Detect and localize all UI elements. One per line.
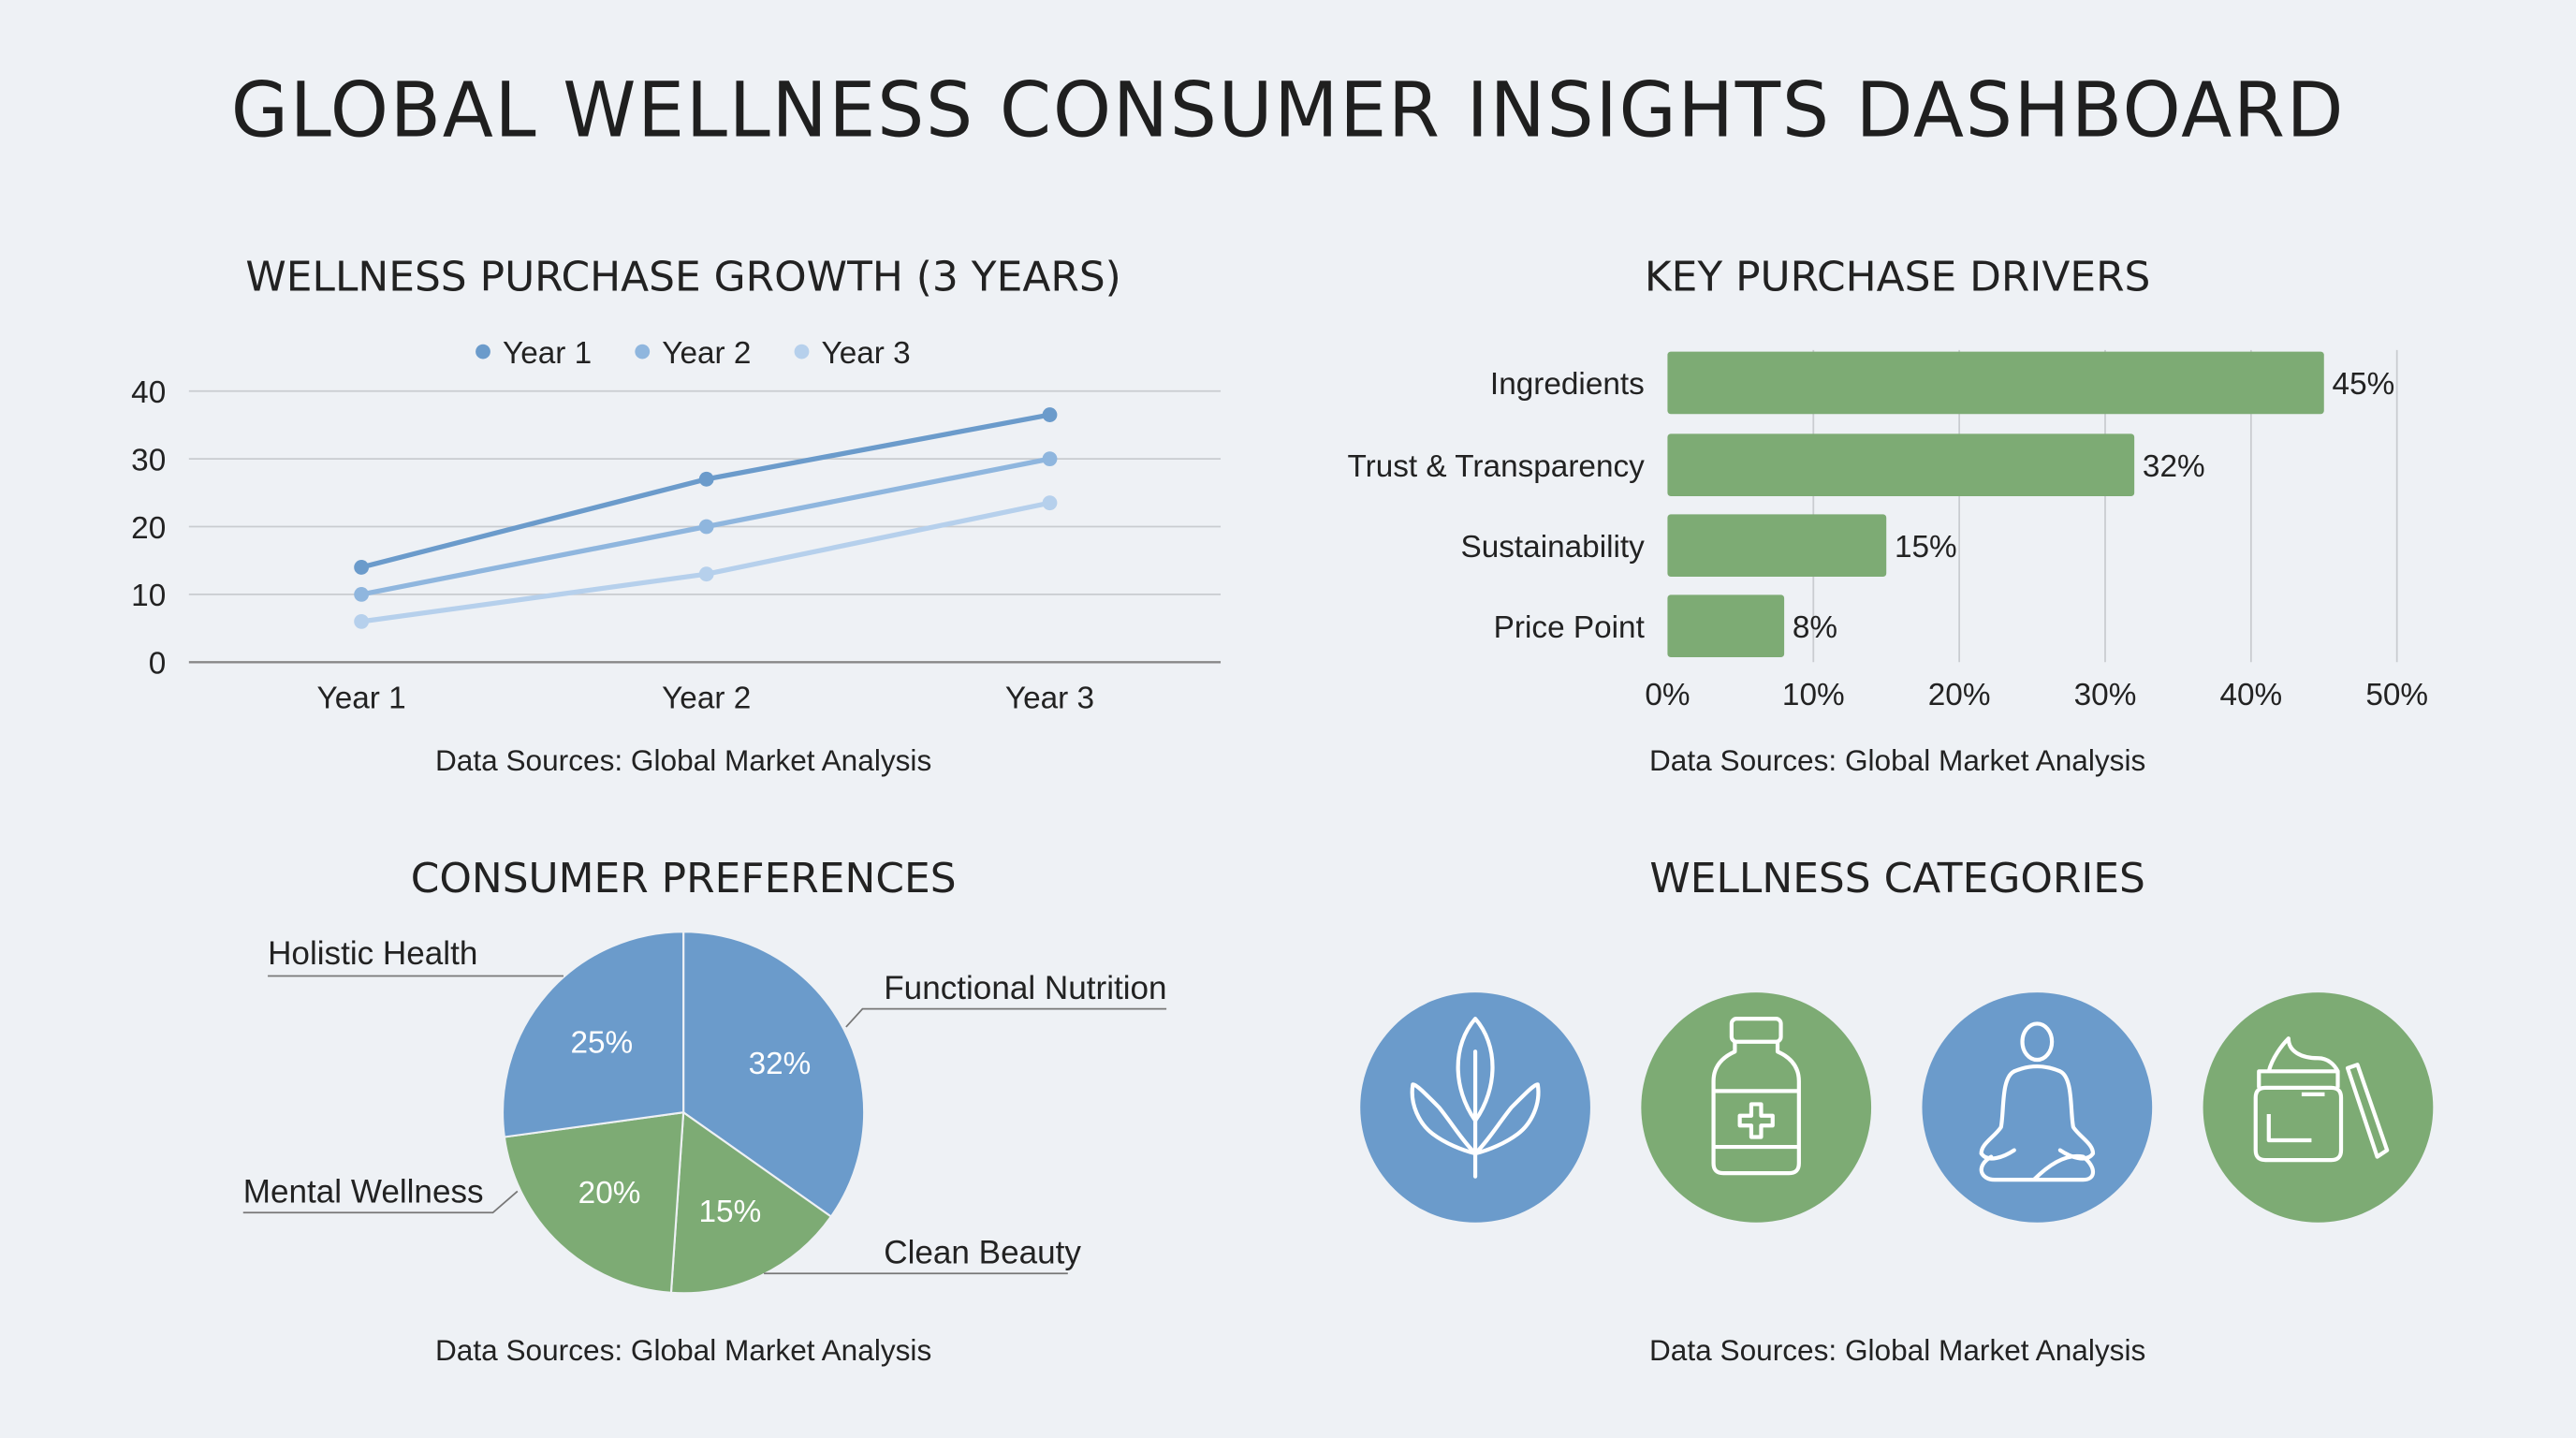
series-line (360, 412, 1050, 570)
legend-marker (794, 344, 810, 360)
bar-chart: 0% 10% 20% 30% 40% 50% Ingredients 45% Trust & T… (1347, 349, 2428, 712)
pie-chart-title: CONSUMER PREFERENCES (410, 854, 957, 902)
x-tick-label: 40% (2219, 678, 2282, 712)
data-point (354, 587, 370, 602)
bar (1667, 594, 1785, 658)
y-tick-label: 40 (131, 375, 166, 410)
pie-slice (682, 931, 866, 1219)
bar-category-label: Ingredients (1490, 367, 1645, 402)
x-tick-label: Year 1 (317, 681, 406, 715)
bar-value-label: 8% (1793, 610, 1837, 645)
line-chart-title: WELLNESS PURCHASE GROWTH (3 YEARS) (245, 253, 1121, 301)
pie-percent-label: 20% (578, 1176, 641, 1211)
pie-percent-label: 32% (749, 1047, 812, 1081)
data-point (698, 566, 714, 582)
pie-chart: 32% 15% 20% 25% Functional Nutrition Clean Be… (242, 931, 1167, 1295)
legend-label: Year 2 (662, 336, 751, 371)
data-point (354, 613, 370, 629)
y-tick-label: 0 (149, 647, 167, 682)
callout-line (845, 1007, 1167, 1028)
bar-category-label: Trust & Transparency (1347, 449, 1645, 484)
y-tick-label: 20 (131, 511, 166, 546)
legend-marker (635, 344, 651, 360)
x-tick-label: 30% (2074, 678, 2137, 712)
bar (1667, 351, 2324, 415)
bar (1667, 514, 1887, 578)
x-tick-label: Year 2 (662, 681, 751, 715)
meditation-icon (1922, 992, 2153, 1223)
bar-chart-title: KEY PURCHASE DRIVERS (1644, 253, 2151, 301)
x-tick-label: Year 3 (1005, 681, 1094, 715)
data-point (698, 519, 714, 535)
x-tick-label: 10% (1782, 678, 1845, 712)
legend-label: Year 1 (503, 336, 592, 371)
line-chart-source: Data Sources: Global Market Analysis (434, 744, 932, 778)
x-tick-label: 50% (2365, 678, 2428, 712)
x-tick-label: 20% (1928, 678, 1991, 712)
y-tick-label: 10 (131, 579, 166, 613)
line-chart: 0 10 20 30 40 Year 1 Year 2 Year 3 Year 1 Year 2 Y… (131, 336, 1222, 715)
data-point (698, 471, 714, 487)
skincare-jar-icon (2203, 992, 2434, 1223)
data-point (1042, 407, 1058, 422)
data-point (1042, 451, 1058, 467)
category-icons (1360, 992, 2434, 1223)
bar-value-label: 32% (2143, 449, 2205, 484)
legend-marker (476, 344, 490, 360)
callout-line (242, 1190, 519, 1214)
bar-value-label: 45% (2333, 367, 2395, 402)
pie-percent-label: 15% (699, 1195, 762, 1229)
x-tick-label: 0% (1645, 678, 1690, 712)
data-point (354, 560, 370, 575)
bar-value-label: 15% (1895, 530, 1957, 565)
pie-category-label: Functional Nutrition (884, 970, 1166, 1006)
y-tick-label: 30 (131, 443, 166, 477)
pie-category-label: Clean Beauty (884, 1235, 1081, 1271)
pie-slice (669, 1110, 833, 1295)
bar (1667, 433, 2135, 497)
bar-category-label: Price Point (1494, 610, 1646, 645)
pie-slice (503, 1110, 685, 1294)
dashboard-title: GLOBAL WELLNESS CONSUMER INSIGHTS DASHBO… (230, 66, 2346, 154)
categories-title: WELLNESS CATEGORIES (1649, 854, 2145, 902)
pie-category-label: Mental Wellness (243, 1174, 484, 1211)
pie-category-label: Holistic Health (268, 935, 477, 972)
pie-percent-label: 25% (570, 1025, 633, 1060)
bar-category-label: Sustainability (1460, 530, 1645, 565)
pie-slice (502, 931, 685, 1138)
data-point (1042, 495, 1058, 511)
supplement-bottle-icon (1641, 992, 1872, 1223)
legend-label: Year 3 (822, 336, 911, 371)
leaf-plant-icon (1360, 992, 1590, 1223)
bar-chart-source: Data Sources: Global Market Analysis (1648, 744, 2146, 778)
categories-source: Data Sources: Global Market Analysis (1648, 1334, 2146, 1368)
pie-chart-source: Data Sources: Global Market Analysis (434, 1334, 932, 1368)
